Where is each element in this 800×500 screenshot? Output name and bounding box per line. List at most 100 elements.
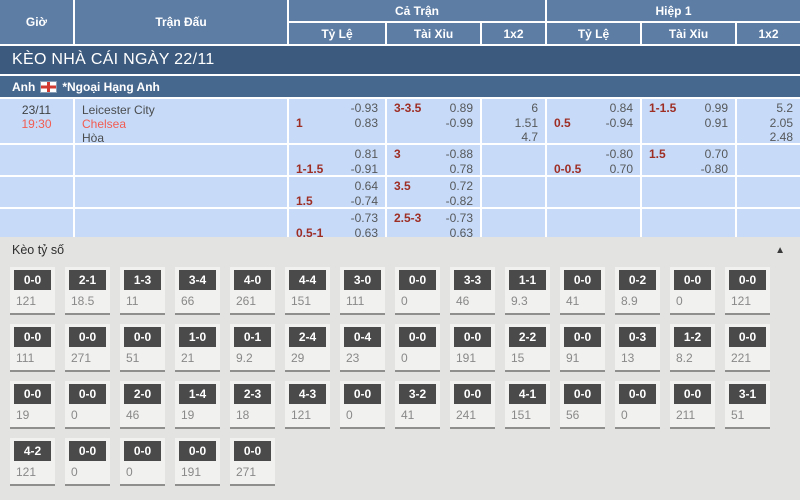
ft-overunder-cell[interactable]: 2.5-3 -0.73 0.63	[387, 209, 480, 237]
empty-score-slot	[670, 438, 715, 486]
score-cell[interactable]: 1-2 8.2	[670, 324, 715, 372]
fh-1x2-cell[interactable]: 5.2 2.05 2.48	[737, 99, 800, 143]
league-bar[interactable]: Anh *Ngoại Hạng Anh	[0, 76, 800, 97]
fh-handicap-cell[interactable]: 0.84 0.5 -0.94	[547, 99, 640, 143]
score-cell[interactable]: 2-1 18.5	[65, 267, 110, 315]
ft-1x2-cell	[482, 209, 545, 237]
score-cell[interactable]: 0-0 0	[615, 381, 660, 429]
score-cell[interactable]: 0-0 91	[560, 324, 605, 372]
score-cell[interactable]: 0-0 271	[230, 438, 275, 486]
match-date: 23/11	[21, 103, 52, 117]
score-cell[interactable]: 4-3 121	[285, 381, 330, 429]
ft-handicap-cell[interactable]: -0.73 0.5-1 0.63	[289, 209, 385, 237]
score-odds-value: 19	[181, 408, 195, 422]
score-badge: 3-2	[399, 384, 436, 404]
score-cell[interactable]: 2-0 46	[120, 381, 165, 429]
score-badge: 4-4	[289, 270, 326, 290]
score-cell[interactable]: 0-0 0	[670, 267, 715, 315]
score-cell[interactable]: 0-0 121	[10, 267, 55, 315]
odds-value: -0.94	[605, 115, 633, 130]
ft-1x2-cell[interactable]: 6 1.51 4.7	[482, 99, 545, 143]
odds-value: 0.84	[609, 101, 633, 115]
score-badge: 0-0	[619, 384, 656, 404]
ft-handicap-cell[interactable]: -0.93 1 0.83	[289, 99, 385, 143]
ft-overunder-cell[interactable]: 3-3.5 0.89 -0.99	[387, 99, 480, 143]
score-cell[interactable]: 0-0 0	[65, 381, 110, 429]
score-cell[interactable]: 0-0 19	[10, 381, 55, 429]
score-cell[interactable]: 2-2 15	[505, 324, 550, 372]
1x2-odds-value: 6	[531, 101, 538, 115]
score-grid: 0-0 121 2-1 18.5 1-3 11 3-4 66 4-0 261 4-4 151 3-0 11…	[0, 263, 800, 496]
score-cell[interactable]: 0-0 0	[120, 438, 165, 486]
draw-label: Hòa	[82, 131, 105, 143]
score-cell[interactable]: 0-1 9.2	[230, 324, 275, 372]
score-cell[interactable]: 0-0 0	[65, 438, 110, 486]
score-cell[interactable]: 0-0 271	[65, 324, 110, 372]
match-teams-cell: Leicester City Chelsea Hòa	[75, 99, 287, 143]
1x2-odds-value: 5.2	[776, 101, 793, 115]
score-cell[interactable]: 0-0 121	[725, 267, 770, 315]
score-odds-value: 18	[236, 408, 250, 422]
ft-handicap-cell[interactable]: 0.81 1-1.5 -0.91	[289, 145, 385, 175]
score-cell[interactable]: 0-0 41	[560, 267, 605, 315]
score-odds-value: 121	[16, 294, 37, 308]
score-badge: 4-3	[289, 384, 326, 404]
score-cell[interactable]: 0-0 191	[175, 438, 220, 486]
score-cell[interactable]: 3-0 111	[340, 267, 385, 315]
ft-handicap-cell[interactable]: 0.64 1.5 -0.74	[289, 177, 385, 207]
score-cell[interactable]: 3-1 51	[725, 381, 770, 429]
ft-overunder-cell[interactable]: 3 -0.88 0.78	[387, 145, 480, 175]
score-cell[interactable]: 2-3 18	[230, 381, 275, 429]
score-cell[interactable]: 0-0 111	[10, 324, 55, 372]
fh-handicap-cell[interactable]: -0.80 0-0.5 0.70	[547, 145, 640, 175]
score-cell[interactable]: 4-1 151	[505, 381, 550, 429]
score-cell[interactable]: 1-4 19	[175, 381, 220, 429]
score-badge: 0-0	[399, 270, 436, 290]
score-cell[interactable]: 0-0 221	[725, 324, 770, 372]
odds-line: 3-3.5 0.89	[394, 101, 473, 116]
ft-overunder-cell[interactable]: 3.5 0.72 -0.82	[387, 177, 480, 207]
score-cell[interactable]: 1-0 21	[175, 324, 220, 372]
odds-value: 0.89	[449, 101, 473, 115]
match-time-cell	[0, 145, 73, 175]
score-odds-value: 151	[291, 294, 312, 308]
score-cell[interactable]: 1-3 11	[120, 267, 165, 315]
score-cell[interactable]: 4-2 121	[10, 438, 55, 486]
score-cell[interactable]: 0-4 23	[340, 324, 385, 372]
empty-score-slot	[285, 438, 330, 486]
odds-line: -0.99	[394, 116, 473, 131]
fh-overunder-cell[interactable]: 1-1.5 0.99 0.91	[642, 99, 735, 143]
score-cell[interactable]: 0-0 211	[670, 381, 715, 429]
score-cell[interactable]: 0-0 0	[395, 267, 440, 315]
score-cell[interactable]: 0-3 13	[615, 324, 660, 372]
score-cell[interactable]: 0-0 0	[340, 381, 385, 429]
score-cell[interactable]: 4-4 151	[285, 267, 330, 315]
score-odds-value: 46	[456, 294, 470, 308]
score-badge: 0-0	[14, 384, 51, 404]
score-cell[interactable]: 0-0 56	[560, 381, 605, 429]
score-cell[interactable]: 0-0 0	[395, 324, 440, 372]
score-odds-value: 18.5	[71, 294, 95, 308]
score-cell[interactable]: 3-2 41	[395, 381, 440, 429]
score-odds-value: 121	[16, 465, 37, 479]
odds-value: 0.91	[704, 115, 728, 130]
score-cell[interactable]: 4-0 261	[230, 267, 275, 315]
score-cell[interactable]: 3-3 46	[450, 267, 495, 315]
score-cell[interactable]: 0-2 8.9	[615, 267, 660, 315]
score-odds-value: 0	[621, 408, 628, 422]
collapse-icon[interactable]: ▲	[775, 244, 785, 256]
score-cell[interactable]: 3-4 66	[175, 267, 220, 315]
odds-line: 0.64	[296, 179, 378, 194]
handicap-value: 2.5-3	[394, 211, 422, 225]
fh-overunder-cell[interactable]: 1.5 0.70 -0.80	[642, 145, 735, 175]
score-badge: 0-4	[344, 327, 381, 347]
score-odds-value: 271	[71, 351, 92, 365]
score-odds-value: 111	[16, 351, 35, 365]
score-cell[interactable]: 0-0 241	[450, 381, 495, 429]
score-odds-value: 51	[731, 408, 745, 422]
score-cell[interactable]: 2-4 29	[285, 324, 330, 372]
score-cell[interactable]: 1-1 9.3	[505, 267, 550, 315]
score-badge: 1-1	[509, 270, 546, 290]
score-cell[interactable]: 0-0 51	[120, 324, 165, 372]
score-cell[interactable]: 0-0 191	[450, 324, 495, 372]
